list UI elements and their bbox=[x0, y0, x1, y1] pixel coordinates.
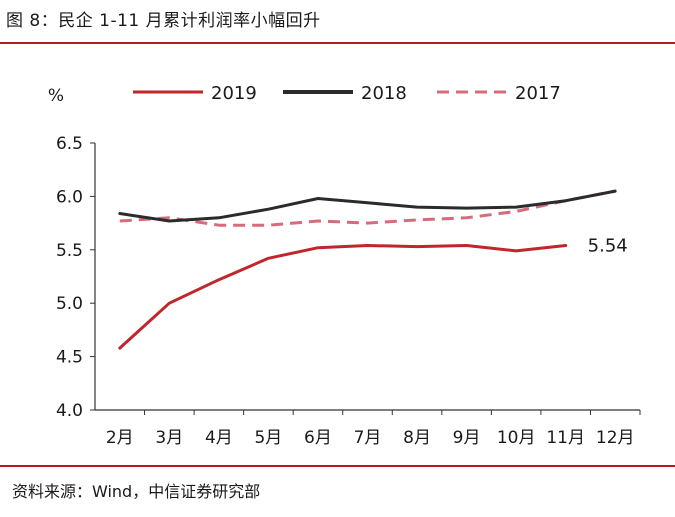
x-tick-label: 2月 bbox=[106, 428, 134, 448]
top-divider bbox=[0, 42, 675, 44]
x-tick-label: 8月 bbox=[403, 428, 431, 448]
axes bbox=[94, 143, 640, 411]
x-tick-label: 3月 bbox=[155, 428, 183, 448]
series-line-2019 bbox=[118, 244, 568, 350]
y-tick-label: 6.0 bbox=[56, 187, 83, 207]
series-line-2017 bbox=[119, 189, 616, 227]
legend-label-2017: 2017 bbox=[515, 83, 561, 104]
source-note: 资料来源：Wind，中信证券研究部 bbox=[12, 482, 261, 501]
y-tick-label: 4.5 bbox=[56, 348, 83, 368]
legend: 2019 2018 2017 bbox=[133, 83, 561, 104]
x-tick-label: 10月 bbox=[497, 428, 536, 448]
legend-label-2019: 2019 bbox=[211, 83, 257, 104]
series-line-2018 bbox=[118, 189, 617, 223]
y-tick-label: 5.5 bbox=[56, 241, 83, 261]
x-tick-label: 9月 bbox=[453, 428, 481, 448]
x-tick-label: 12月 bbox=[596, 428, 635, 448]
series-lines bbox=[118, 189, 617, 350]
y-tick-labels: 4.0 4.5 5.0 5.5 6.0 6.5 bbox=[56, 134, 95, 421]
x-tick-label: 11月 bbox=[546, 428, 585, 448]
y-tick-label: 6.5 bbox=[56, 134, 83, 154]
legend-label-2018: 2018 bbox=[361, 83, 407, 104]
y-axis-unit-label: % bbox=[48, 86, 64, 106]
bottom-divider bbox=[0, 465, 675, 467]
x-tick-label: 6月 bbox=[304, 428, 332, 448]
chart-title: 图 8：民企 1-11 月累计利润率小幅回升 bbox=[6, 11, 321, 31]
x-tick-label: 4月 bbox=[205, 428, 233, 448]
x-tick-label: 7月 bbox=[354, 428, 382, 448]
x-tick-labels: 2月 3月 4月 5月 6月 7月 8月 9月 10月 11月 12月 bbox=[106, 410, 641, 448]
y-tick-label: 4.0 bbox=[56, 401, 83, 421]
annotations: 5.54 bbox=[588, 236, 628, 257]
y-tick-label: 5.0 bbox=[56, 294, 83, 314]
x-tick-label: 5月 bbox=[254, 428, 282, 448]
data-label-2019: 5.54 bbox=[588, 236, 628, 257]
